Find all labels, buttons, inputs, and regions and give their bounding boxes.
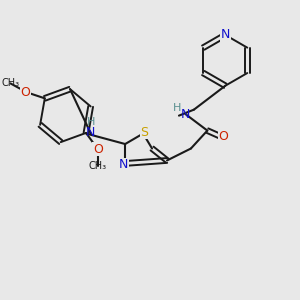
Text: N: N (86, 126, 95, 139)
Text: N: N (181, 108, 190, 121)
Text: S: S (141, 126, 148, 139)
Text: CH₃: CH₃ (2, 78, 20, 88)
Text: N: N (220, 28, 230, 41)
Text: O: O (218, 130, 228, 143)
Text: CH₃: CH₃ (89, 161, 107, 171)
Text: N: N (119, 158, 128, 171)
Text: O: O (20, 86, 30, 99)
Text: O: O (93, 143, 103, 156)
Text: H: H (173, 103, 182, 113)
Text: H: H (87, 117, 95, 127)
